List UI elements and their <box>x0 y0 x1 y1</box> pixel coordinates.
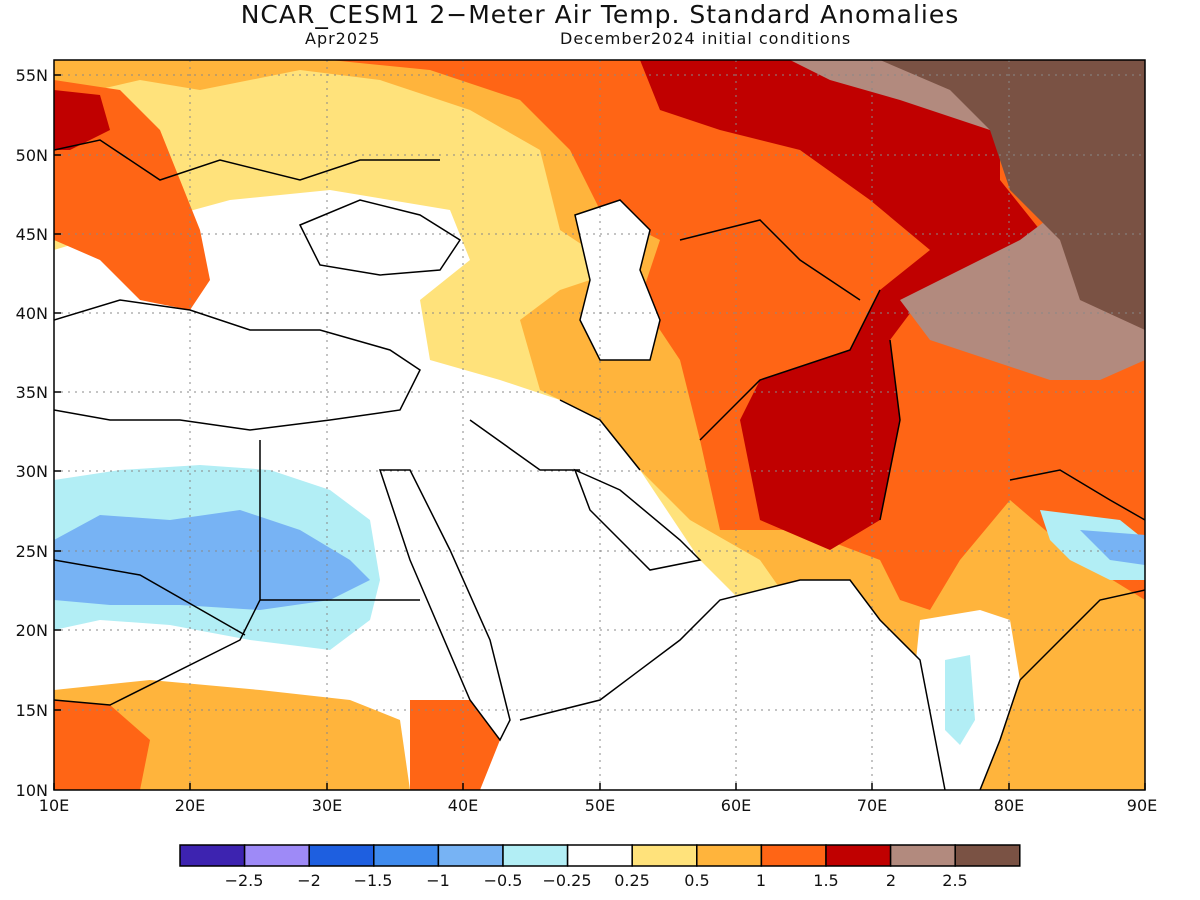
lon-label: 60E <box>721 796 751 815</box>
lon-label: 10E <box>39 796 69 815</box>
lat-label: 30N <box>16 462 48 481</box>
lon-label: 50E <box>585 796 615 815</box>
red-sea-mask <box>380 470 510 740</box>
legend-label: 0.25 <box>614 871 650 890</box>
legend-label: 1.5 <box>813 871 838 890</box>
anomaly-region-above-2.5 <box>880 60 1145 330</box>
lon-label: 40E <box>448 796 478 815</box>
legend-labels: −2.5 −2 −1.5 −1 −0.5 −0.25 0.25 0.5 1 1.… <box>225 871 968 890</box>
anomaly-region-india-0.5 <box>945 655 975 745</box>
legend-color-box <box>437 844 504 867</box>
color-legend <box>179 844 1021 867</box>
lat-label: 35N <box>16 383 48 402</box>
anomaly-region-horn-1.5 <box>410 700 500 790</box>
legend-label: 1 <box>756 871 766 890</box>
axis-ticks <box>53 74 1146 790</box>
legend-color-box <box>631 844 698 867</box>
legend-color-box <box>760 844 827 867</box>
legend-color-box <box>566 844 633 867</box>
legend-color-box <box>825 844 892 867</box>
map-title: NCAR_CESM1 2−Meter Air Temp. Standard An… <box>240 0 960 29</box>
lat-label: 20N <box>16 621 48 640</box>
legend-color-box <box>696 844 763 867</box>
arabian-sea-mask <box>520 580 930 790</box>
anomaly-region-africa-sw-1.5 <box>54 700 150 790</box>
anomaly-region-bengal-1 <box>1080 530 1145 565</box>
legend-label: −1.5 <box>354 871 393 890</box>
legend-color-box <box>373 844 440 867</box>
lat-label: 50N <box>16 146 48 165</box>
lat-label: 15N <box>16 701 48 720</box>
anomaly-region-europe-2 <box>54 90 110 150</box>
coastlines <box>54 139 1145 790</box>
legend-label: 2 <box>886 871 896 890</box>
legend-color-box <box>243 844 310 867</box>
forecast-month: Apr2025 <box>305 29 381 48</box>
lon-label: 70E <box>857 796 887 815</box>
anomaly-region-bengal-0.5 <box>1040 510 1145 580</box>
legend-label: 2.5 <box>942 871 967 890</box>
lon-label: 90E <box>1127 796 1157 815</box>
lat-label: 25N <box>16 542 48 561</box>
legend-label: 0.5 <box>684 871 709 890</box>
legend-color-box <box>179 844 246 867</box>
legend-label: −1 <box>426 871 450 890</box>
lat-label: 45N <box>16 225 48 244</box>
anomaly-region-cool-1 <box>54 510 370 610</box>
lat-label: 55N <box>16 66 48 85</box>
legend-label: −0.25 <box>542 871 591 890</box>
lon-label: 30E <box>312 796 342 815</box>
legend-color-box <box>889 844 956 867</box>
lon-label: 80E <box>994 796 1024 815</box>
initial-conditions: December2024 initial conditions <box>560 29 852 48</box>
caspian-sea-mask <box>575 200 660 360</box>
lat-label: 40N <box>16 304 48 323</box>
legend-label: −0.5 <box>484 871 523 890</box>
persian-gulf-mask <box>575 470 700 570</box>
legend-color-box <box>954 844 1021 867</box>
anomaly-region-2 <box>640 60 1040 550</box>
legend-color-box <box>502 844 569 867</box>
lat-label: 10N <box>16 781 48 800</box>
legend-color-box <box>308 844 375 867</box>
legend-label: −2.5 <box>225 871 264 890</box>
black-sea-mask <box>300 200 460 275</box>
lon-label: 20E <box>175 796 205 815</box>
legend-label: −2 <box>297 871 321 890</box>
grid-lines <box>54 60 1145 790</box>
